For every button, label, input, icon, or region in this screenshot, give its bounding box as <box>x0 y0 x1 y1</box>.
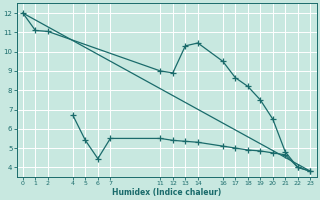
X-axis label: Humidex (Indice chaleur): Humidex (Indice chaleur) <box>112 188 221 197</box>
